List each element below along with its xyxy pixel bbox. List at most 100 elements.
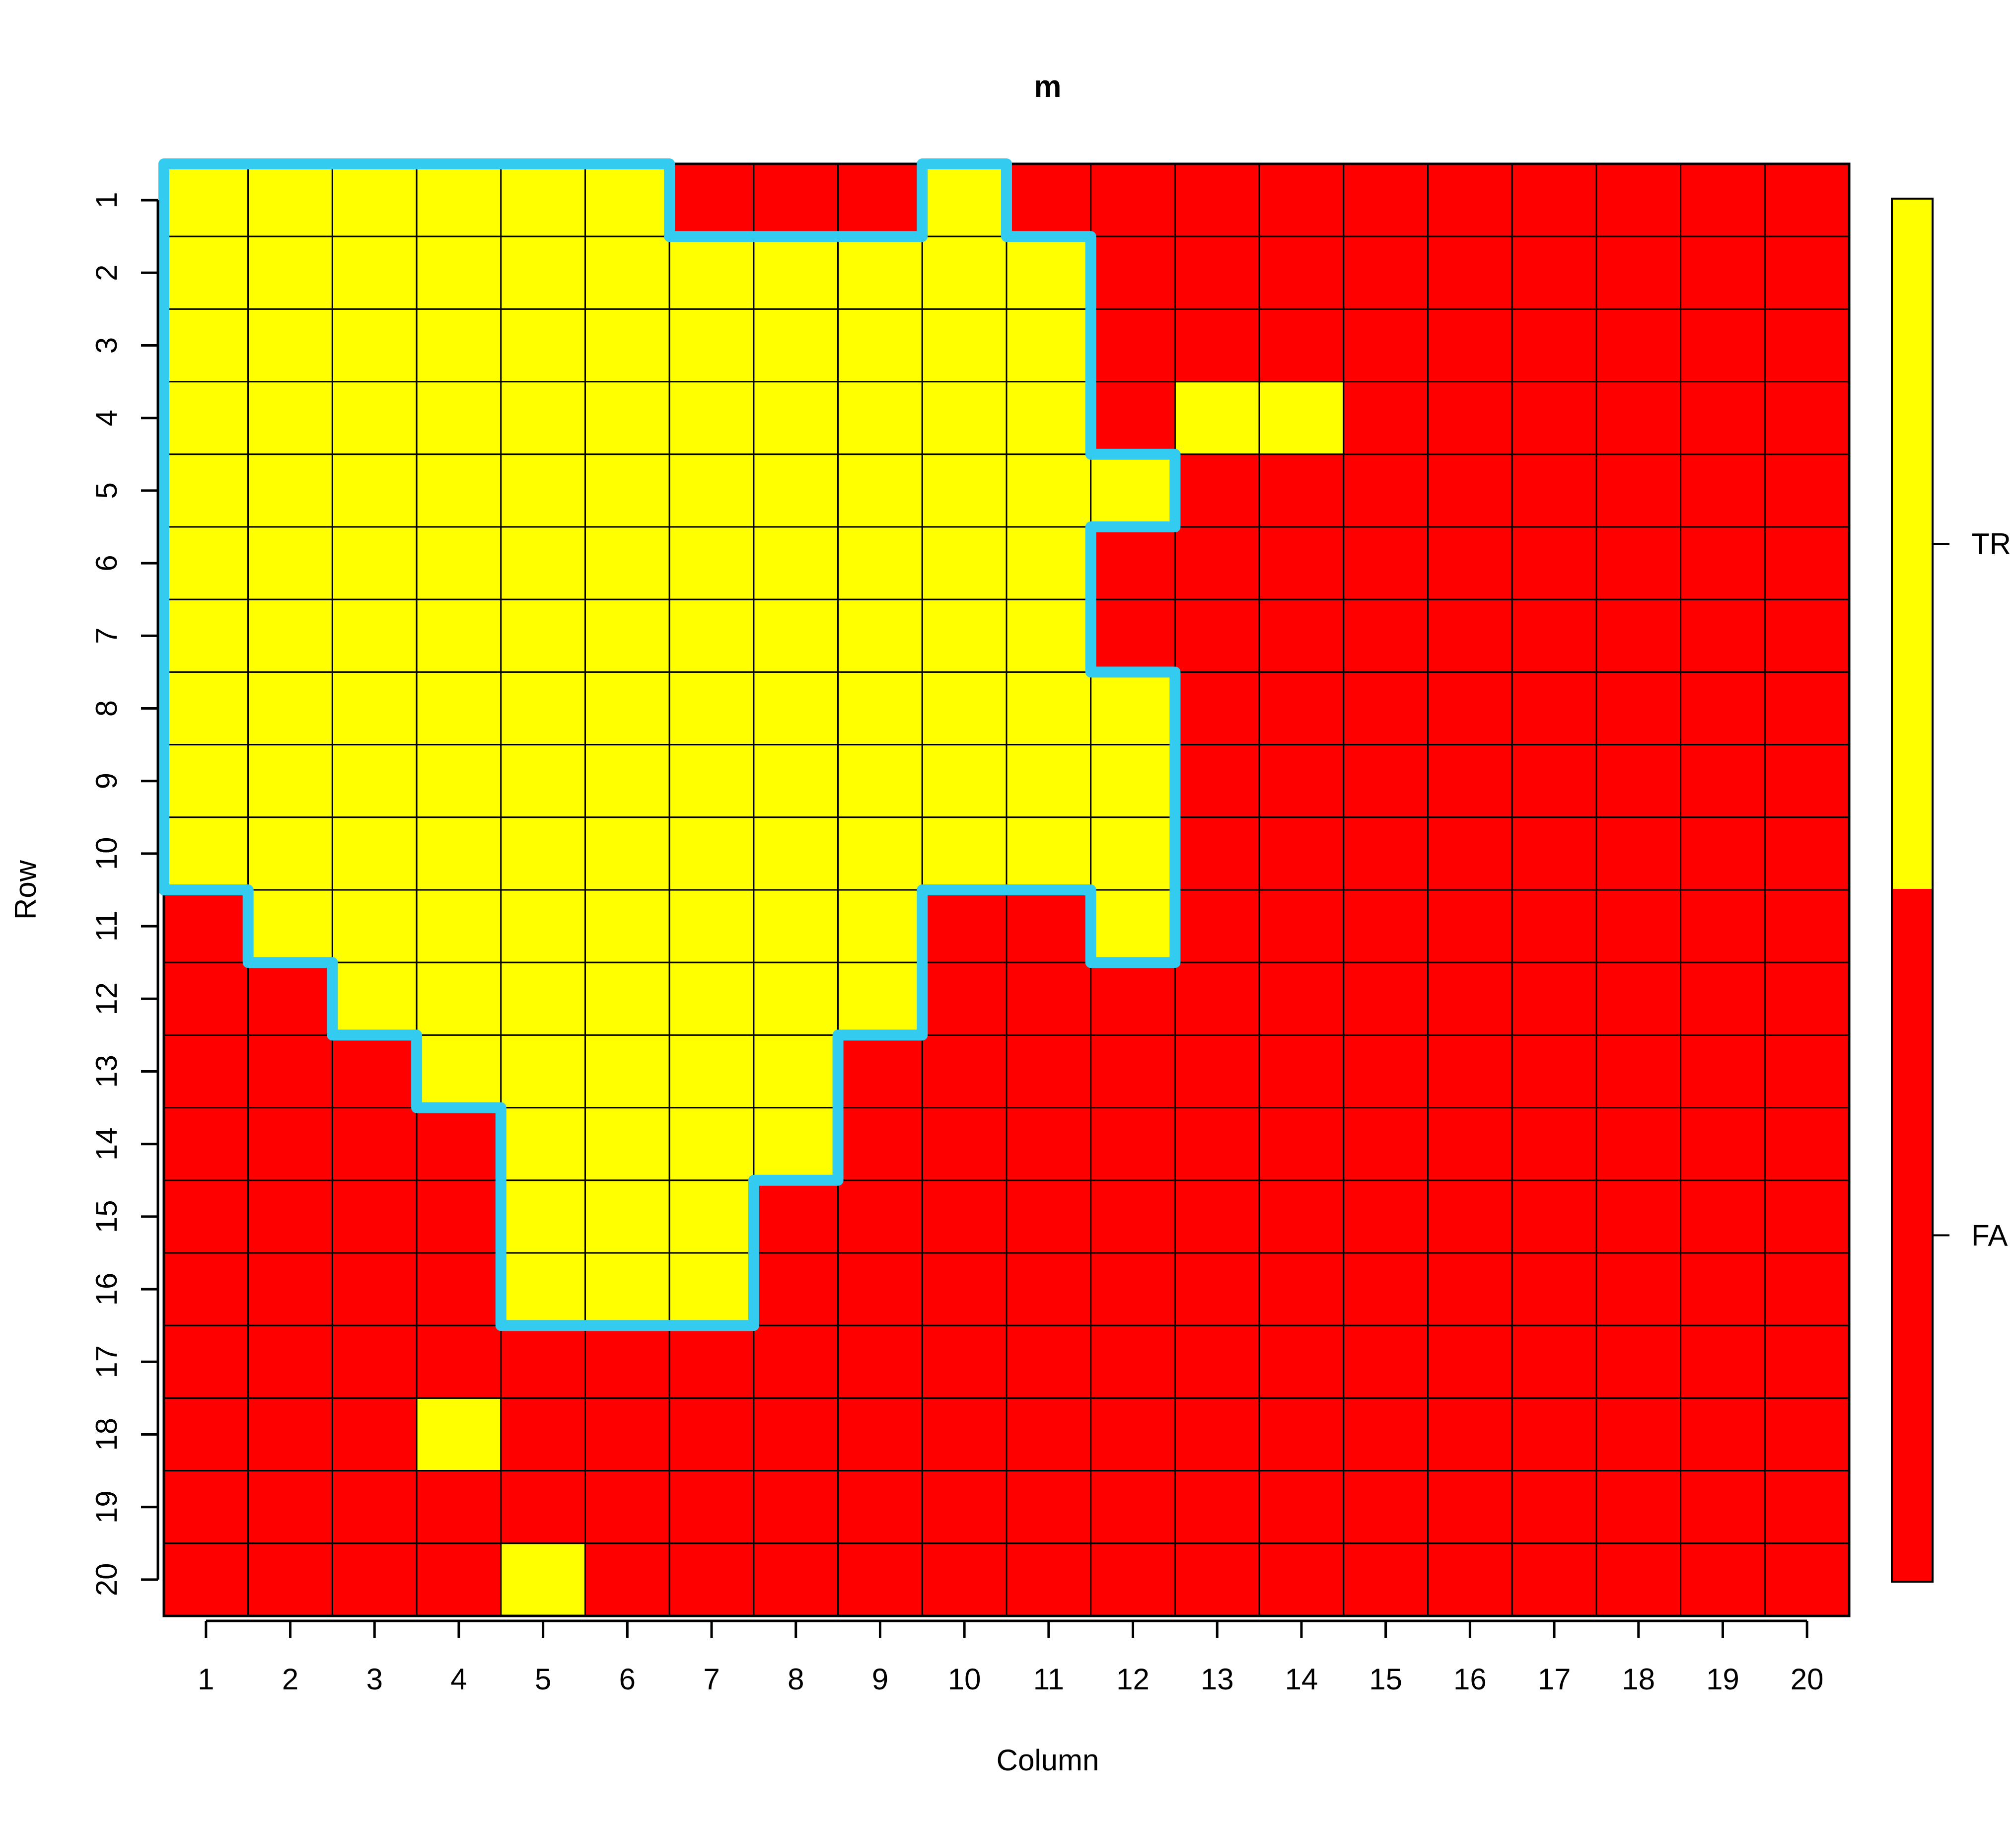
x-tick-label: 14 xyxy=(1285,1663,1318,1696)
heatmap-cell-r10-c4 xyxy=(416,816,502,891)
heatmap-cell-r6-c2 xyxy=(247,526,333,600)
heatmap-cell-r19-c3 xyxy=(331,1470,418,1544)
y-tick-label: 10 xyxy=(90,837,123,871)
heatmap-cell-r15-c8 xyxy=(753,1179,839,1254)
heatmap-cell-r15-c18 xyxy=(1595,1179,1682,1254)
heatmap-cell-r5-c8 xyxy=(753,453,839,528)
heatmap-cell-r2-c18 xyxy=(1595,235,1682,310)
heatmap-cell-r13-c10 xyxy=(921,1034,1008,1109)
heatmap-cell-r8-c18 xyxy=(1595,671,1682,746)
y-tick-label: 13 xyxy=(90,1055,123,1088)
heatmap-cell-r7-c12 xyxy=(1090,598,1176,673)
y-tick-label: 18 xyxy=(90,1418,123,1451)
heatmap-cell-r8-c2 xyxy=(247,671,333,746)
heatmap-cell-r3-c18 xyxy=(1595,308,1682,383)
heatmap-cell-r9-c19 xyxy=(1680,744,1766,818)
heatmap-cell-r14-c1 xyxy=(163,1107,249,1181)
heatmap-cell-r4-c4 xyxy=(416,381,502,455)
highlight-region-outline xyxy=(158,158,1181,1331)
heatmap-cell-r17-c11 xyxy=(1006,1324,1092,1399)
y-tick-label: 5 xyxy=(90,482,123,499)
x-tick-label: 5 xyxy=(535,1663,551,1696)
heatmap-cell-r2-c1 xyxy=(163,235,249,310)
heatmap-cell-r5-c19 xyxy=(1680,453,1766,528)
heatmap-cell-r7-c6 xyxy=(584,598,670,673)
heatmap-cell-r14-c11 xyxy=(1006,1107,1092,1181)
heatmap-cell-r9-c14 xyxy=(1258,744,1345,818)
heatmap-cell-r3-c11 xyxy=(1006,308,1092,383)
heatmap-cell-r15-c13 xyxy=(1174,1179,1260,1254)
heatmap-cell-r13-c7 xyxy=(668,1034,755,1109)
heatmap-cell-r5-c11 xyxy=(1006,453,1092,528)
heatmap-cell-r5-c4 xyxy=(416,453,502,528)
heatmap-cell-r3-c1 xyxy=(163,308,249,383)
heatmap-cell-r4-c10 xyxy=(921,381,1008,455)
heatmap-cell-r14-c9 xyxy=(837,1107,923,1181)
heatmap-cell-r13-c3 xyxy=(331,1034,418,1109)
y-tick-label: 14 xyxy=(90,1127,123,1161)
heatmap-cell-r13-c6 xyxy=(584,1034,670,1109)
heatmap-cell-r19-c19 xyxy=(1680,1470,1766,1544)
heatmap-cell-r2-c19 xyxy=(1680,235,1766,310)
heatmap-cell-r10-c15 xyxy=(1343,816,1429,891)
heatmap-cell-r7-c9 xyxy=(837,598,923,673)
heatmap-cell-r7-c19 xyxy=(1680,598,1766,673)
heatmap-cell-r8-c9 xyxy=(837,671,923,746)
heatmap-cell-r10-c1 xyxy=(163,816,249,891)
heatmap-cell-r7-c14 xyxy=(1258,598,1345,673)
heatmap-cell-r13-c5 xyxy=(500,1034,586,1109)
heatmap-cell-r5-c9 xyxy=(837,453,923,528)
heatmap-cell-r7-c5 xyxy=(500,598,586,673)
heatmap-cell-r17-c18 xyxy=(1595,1324,1682,1399)
heatmap-cell-r8-c8 xyxy=(753,671,839,746)
heatmap-cell-r18-c17 xyxy=(1511,1397,1597,1472)
heatmap-cell-r8-c12 xyxy=(1090,671,1176,746)
heatmap-cell-r4-c15 xyxy=(1343,381,1429,455)
x-tick-label: 4 xyxy=(450,1663,467,1696)
heatmap-cell-r18-c1 xyxy=(163,1397,249,1472)
heatmap-cell-r20-c2 xyxy=(247,1542,333,1617)
x-axis: 1 2 3 4 5 6 7 8 9 10 11 12 13 14 15 16 17 18 19 20 xyxy=(198,1619,1824,1696)
heatmap-cell-r4-c6 xyxy=(584,381,670,455)
heatmap-cell-r10-c12 xyxy=(1090,816,1176,891)
heatmap-cell-r6-c18 xyxy=(1595,526,1682,600)
heatmap-cell-r6-c9 xyxy=(837,526,923,600)
heatmap-cell-r9-c3 xyxy=(331,744,418,818)
heatmap-cell-r3-c15 xyxy=(1343,308,1429,383)
heatmap-cell-r9-c12 xyxy=(1090,744,1176,818)
heatmap-cell-r8-c20 xyxy=(1764,671,1850,746)
heatmap-cell-r9-c15 xyxy=(1343,744,1429,818)
highlight-outline xyxy=(158,158,1181,1331)
x-tick-label: 1 xyxy=(198,1663,214,1696)
heatmap-cell-r5-c10 xyxy=(921,453,1008,528)
heatmap-cell-r16-c12 xyxy=(1090,1252,1176,1326)
y-tick-label: 6 xyxy=(90,555,123,571)
heatmap-cell-r10-c7 xyxy=(668,816,755,891)
x-tick-label: 6 xyxy=(619,1663,636,1696)
heatmap-cell-r1-c3 xyxy=(331,163,418,237)
x-tick-label: 11 xyxy=(1033,1663,1064,1696)
heatmap-cell-r19-c14 xyxy=(1258,1470,1345,1544)
heatmap-cell-r4-c18 xyxy=(1595,381,1682,455)
heatmap-cell-r17-c6 xyxy=(584,1324,670,1399)
heatmap-cell-r9-c8 xyxy=(753,744,839,818)
heatmap-cell-r5-c6 xyxy=(584,453,670,528)
heatmap-cell-r18-c16 xyxy=(1427,1397,1513,1472)
heatmap-cell-r18-c18 xyxy=(1595,1397,1682,1472)
heatmap-cell-r16-c17 xyxy=(1511,1252,1597,1326)
heatmap-cell-r15-c17 xyxy=(1511,1179,1597,1254)
heatmap-cell-r11-c6 xyxy=(584,889,670,963)
x-tick-label: 2 xyxy=(282,1663,298,1696)
x-tick-label: 17 xyxy=(1538,1663,1571,1696)
heatmap-cell-r13-c15 xyxy=(1343,1034,1429,1109)
heatmap-cell-r5-c20 xyxy=(1764,453,1850,528)
heatmap-cell-r11-c16 xyxy=(1427,889,1513,963)
heatmap-cell-r20-c1 xyxy=(163,1542,249,1617)
heatmap-cell-r15-c9 xyxy=(837,1179,923,1254)
heatmap-cell-r5-c2 xyxy=(247,453,333,528)
heatmap-cell-r20-c7 xyxy=(668,1542,755,1617)
heatmap-cell-r12-c13 xyxy=(1174,961,1260,1036)
heatmap-cell-r17-c7 xyxy=(668,1324,755,1399)
heatmap-cell-r10-c16 xyxy=(1427,816,1513,891)
heatmap-cell-r9-c20 xyxy=(1764,744,1850,818)
